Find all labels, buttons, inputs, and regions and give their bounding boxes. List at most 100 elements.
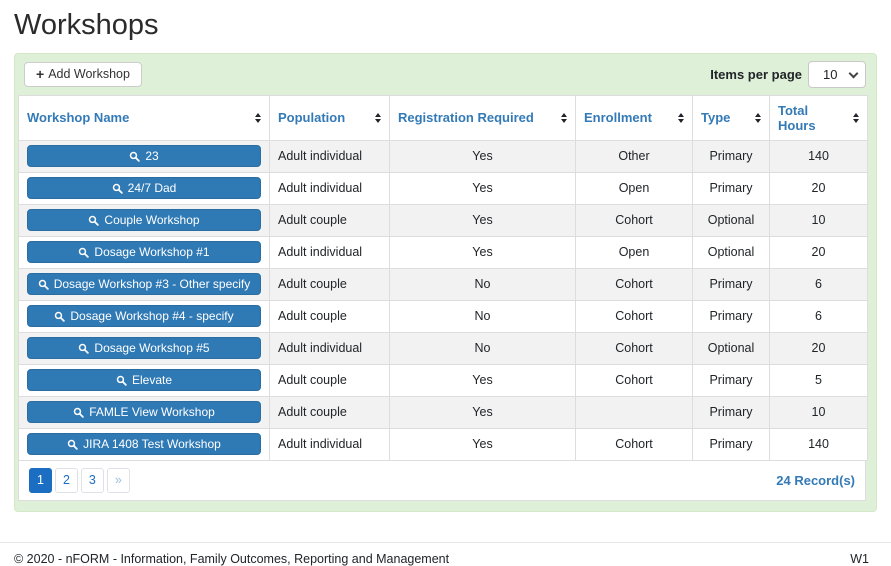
workshop-open-button[interactable]: Couple Workshop — [27, 209, 261, 232]
page-button-1[interactable]: 1 — [29, 467, 52, 493]
workshop-name-label: Couple Workshop — [104, 213, 200, 228]
workshop-name-label: 23 — [145, 149, 159, 164]
column-header-workshop-name[interactable]: Workshop Name — [18, 94, 270, 141]
population-cell: Adult individual — [269, 139, 390, 173]
registration-required-cell: Yes — [389, 171, 576, 205]
type-cell: Primary — [692, 267, 770, 301]
sort-up-down-icon — [678, 112, 684, 123]
population-cell: Adult couple — [269, 299, 390, 333]
type-cell: Primary — [692, 171, 770, 205]
workshop-open-button[interactable]: FAMLE View Workshop — [27, 401, 261, 424]
table-footer: 1 2 3» 24 Record(s) — [18, 460, 866, 501]
sort-up-down-icon — [853, 112, 859, 123]
enrollment-cell: Cohort — [575, 331, 693, 365]
enrollment-cell: Open — [575, 171, 693, 205]
registration-required-cell: Yes — [389, 363, 576, 397]
search-icon — [116, 375, 127, 386]
panel-toolbar: + Add Workshop Items per page 10 — [15, 54, 876, 95]
table-row: 23 Adult individual Yes Other Primary 140 — [18, 139, 868, 173]
workshop-name-label: Dosage Workshop #3 - Other specify — [53, 277, 251, 292]
workshop-name-label: FAMLE View Workshop — [89, 405, 215, 420]
pagination-next-button[interactable]: » — [106, 467, 130, 493]
type-cell: Primary — [692, 139, 770, 173]
workshop-name-cell: FAMLE View Workshop — [18, 395, 270, 429]
type-cell: Primary — [692, 427, 770, 461]
workshop-open-button[interactable]: Dosage Workshop #1 — [27, 241, 261, 264]
workshops-table: Workshop Name Population Registration Requ… — [18, 94, 868, 461]
registration-required-cell: Yes — [389, 235, 576, 269]
registration-required-cell: No — [389, 299, 576, 333]
workshop-name-label: Dosage Workshop #4 - specify — [70, 309, 234, 324]
total-hours-cell: 140 — [769, 139, 868, 173]
column-header-enrollment[interactable]: Enrollment — [575, 94, 693, 141]
type-cell: Optional — [692, 331, 770, 365]
workshop-name-label: 24/7 Dad — [127, 181, 177, 196]
workshop-open-button[interactable]: Dosage Workshop #5 — [27, 337, 261, 360]
workshop-name-cell: Couple Workshop — [18, 203, 270, 237]
workshop-open-button[interactable]: 23 — [27, 145, 261, 168]
add-workshop-button[interactable]: + Add Workshop — [24, 61, 142, 87]
type-cell: Primary — [692, 395, 770, 429]
page-title: Workshops — [14, 9, 159, 41]
table-body: 23 Adult individual Yes Other Primary 140 24/7… — [18, 139, 868, 461]
table-row: Couple Workshop Adult couple Yes Cohort Opti… — [18, 203, 868, 237]
column-header-label: Enrollment — [584, 110, 652, 126]
workshops-table-wrap: Workshop Name Population Registration Requ… — [18, 94, 868, 501]
workshop-name-label: Dosage Workshop #5 — [94, 341, 210, 356]
registration-required-cell: Yes — [389, 139, 576, 173]
workshop-name-cell: JIRA 1408 Test Workshop — [18, 427, 270, 461]
population-cell: Adult individual — [269, 427, 390, 461]
column-header-registration-required[interactable]: Registration Required — [389, 94, 576, 141]
items-per-page-select[interactable]: 10 — [808, 60, 866, 88]
column-header-label: Type — [701, 110, 731, 126]
type-cell: Optional — [692, 235, 770, 269]
search-icon — [54, 311, 66, 322]
environment-label: W1 — [850, 551, 869, 566]
total-hours-cell: 20 — [769, 331, 868, 365]
column-header-total-hours[interactable]: Total Hours — [769, 94, 868, 141]
workshop-open-button[interactable]: JIRA 1408 Test Workshop — [27, 433, 261, 456]
column-header-label: Workshop Name — [27, 110, 130, 126]
sort-up-down-icon — [755, 112, 761, 123]
workshop-name-label: Dosage Workshop #1 — [94, 245, 210, 260]
workshop-open-button[interactable]: 24/7 Dad — [27, 177, 261, 200]
workshop-open-button[interactable]: Dosage Workshop #3 - Other specify — [27, 273, 261, 296]
table-row: JIRA 1408 Test Workshop Adult individual Y… — [18, 427, 868, 461]
page-button-3[interactable]: 3 — [80, 467, 104, 493]
enrollment-cell: Open — [575, 235, 693, 269]
workshop-name-cell: 24/7 Dad — [18, 171, 270, 205]
table-row: Dosage Workshop #4 - specify Adult couple… — [18, 299, 868, 333]
workshop-name-label: Elevate — [131, 373, 173, 388]
registration-required-cell: No — [389, 267, 576, 301]
population-cell: Adult individual — [269, 171, 390, 205]
type-cell: Optional — [692, 203, 770, 237]
page-button-2[interactable]: 2 — [54, 467, 78, 493]
type-cell: Primary — [692, 299, 770, 333]
items-per-page-control: Items per page 10 — [710, 60, 866, 88]
panel-bottom-padding — [15, 501, 876, 511]
table-header-row: Workshop Name Population Registration Requ… — [18, 94, 868, 141]
population-cell: Adult couple — [269, 395, 390, 429]
table-row: Dosage Workshop #1 Adult individual Yes Ope… — [18, 235, 868, 269]
workshops-panel: + Add Workshop Items per page 10 Worksho… — [14, 52, 877, 512]
enrollment-cell: Cohort — [575, 299, 693, 333]
column-header-type[interactable]: Type — [692, 94, 770, 141]
total-hours-cell: 20 — [769, 171, 868, 205]
workshop-name-label: JIRA 1408 Test Workshop — [83, 437, 221, 452]
enrollment-cell: Cohort — [575, 203, 693, 237]
enrollment-cell: Cohort — [575, 363, 693, 397]
population-cell: Adult couple — [269, 363, 390, 397]
workshop-open-button[interactable]: Dosage Workshop #4 - specify — [27, 305, 261, 328]
workshop-name-cell: 23 — [18, 139, 270, 173]
sort-up-down-icon — [255, 112, 261, 123]
items-per-page-label: Items per page — [710, 66, 802, 82]
type-cell: Primary — [692, 363, 770, 397]
workshop-open-button[interactable]: Elevate — [27, 369, 261, 392]
column-header-population[interactable]: Population — [269, 94, 390, 141]
population-cell: Adult individual — [269, 331, 390, 365]
search-icon — [78, 247, 90, 258]
search-icon — [88, 215, 100, 226]
table-row: Dosage Workshop #3 - Other specify Adult … — [18, 267, 868, 301]
total-hours-cell: 20 — [769, 235, 868, 269]
total-hours-cell: 6 — [769, 267, 868, 301]
